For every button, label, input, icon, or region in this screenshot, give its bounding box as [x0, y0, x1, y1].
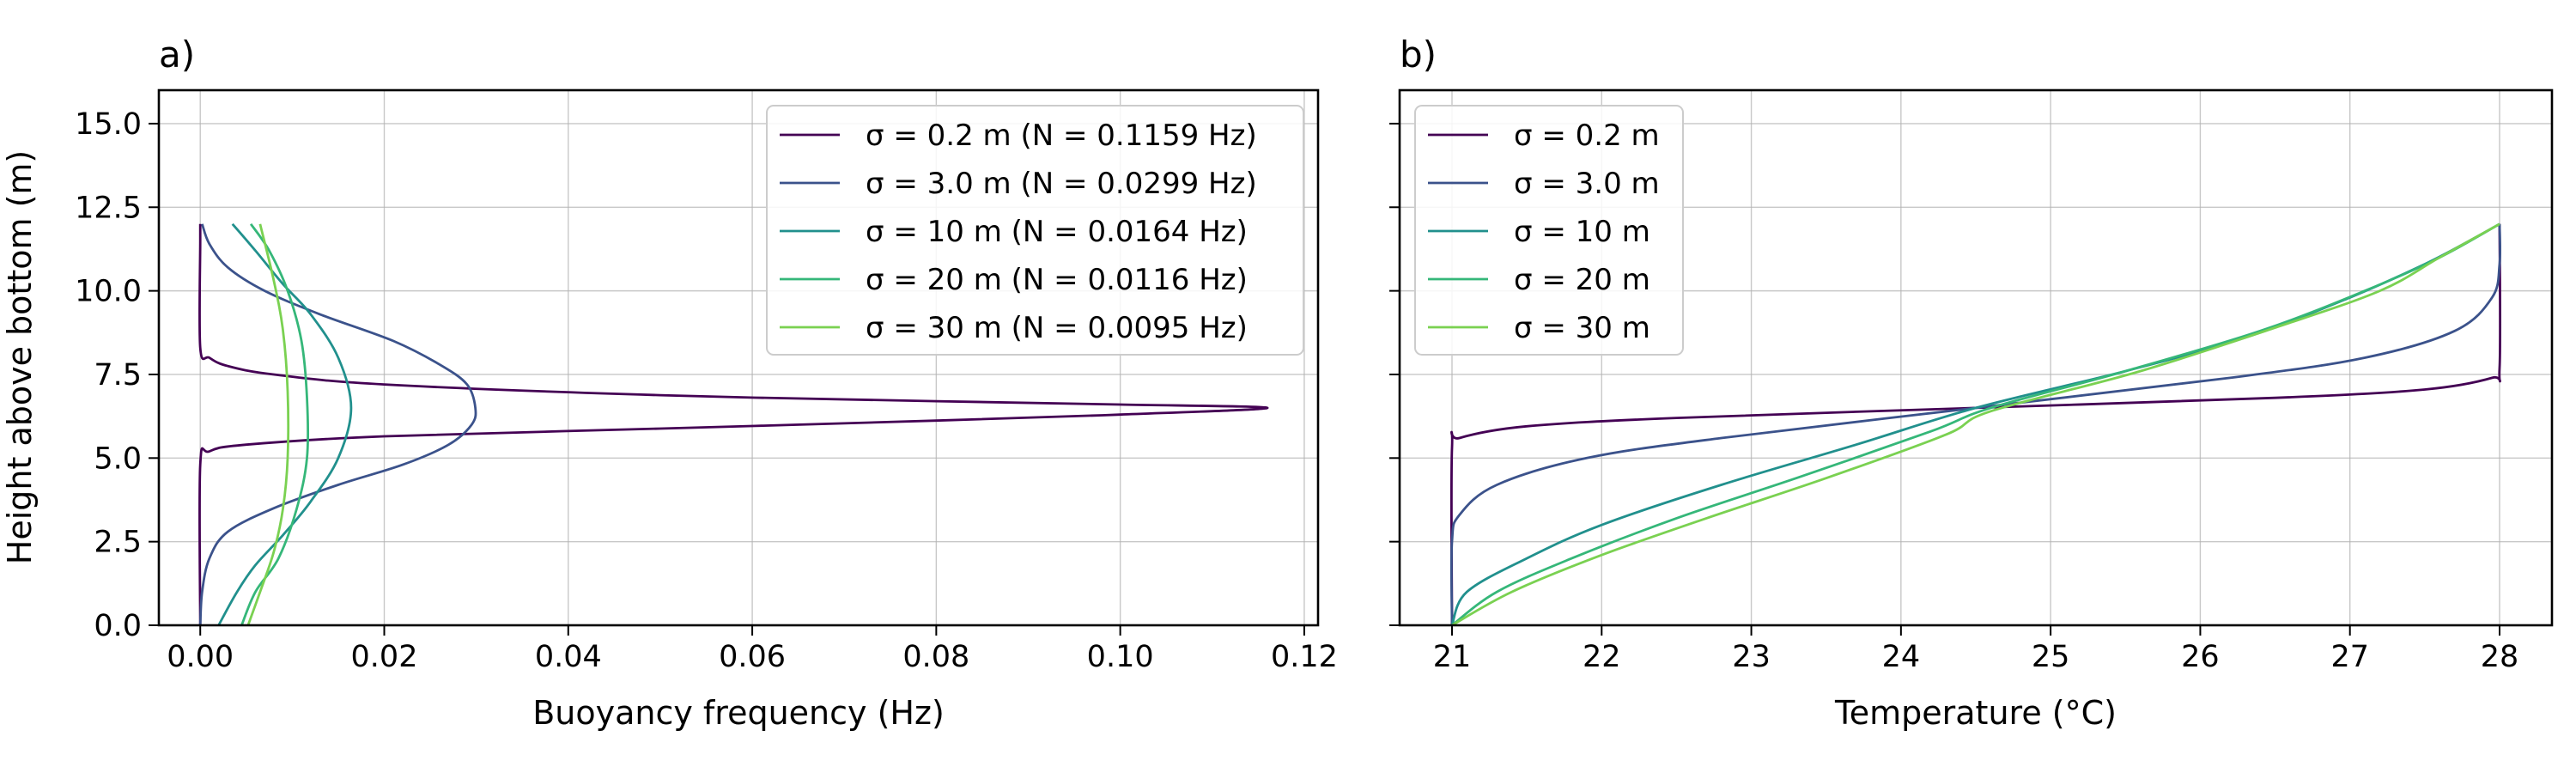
- x-tick-label: 0.08: [902, 640, 969, 674]
- legend-label-2: σ = 3.0 m: [1514, 167, 1660, 201]
- y-tick-label: 5.0: [94, 441, 142, 476]
- panel-a-x-ticks: 0.00 0.02 0.04 0.06 0.08 0.10 0.12: [167, 625, 1338, 674]
- legend-label-1: σ = 0.2 m: [1514, 119, 1660, 153]
- panel-a-series: [198, 222, 1269, 626]
- y-tick-label: 0.0: [94, 609, 142, 643]
- series-line-5: [246, 223, 290, 626]
- panel-b-x-axis-label: Temperature (°C): [1834, 694, 2117, 732]
- panel-b-frame: [1398, 88, 2554, 627]
- panel-a-legend-items: σ = 0.2 m (N = 0.1159 Hz) σ = 3.0 m (N = …: [780, 119, 1257, 345]
- y-tick-label: 15.0: [75, 107, 142, 142]
- x-tick-label: 24: [1882, 640, 1921, 674]
- legend-label-1: σ = 0.2 m (N = 0.1159 Hz): [866, 119, 1257, 153]
- y-tick-label: 10.0: [75, 275, 142, 309]
- panel-b-x-ticks: 21 22 23 24 25 26 27 28: [1433, 625, 2519, 674]
- panel-b-y-ticks: [1389, 122, 1400, 626]
- x-tick-label: 0.04: [535, 640, 602, 674]
- panel-b-legend-frame: [1414, 105, 1684, 356]
- x-tick-label: 0.06: [719, 640, 786, 674]
- x-tick-label: 28: [2481, 640, 2519, 674]
- panel-b-legend: σ = 0.2 m σ = 3.0 m σ = 10 m σ = 20 m σ = 30…: [1414, 105, 1684, 356]
- panel-a-y-axis-label: Height above bottom (m): [1, 150, 39, 564]
- x-tick-label: 25: [2032, 640, 2070, 674]
- series-line-4: [1451, 222, 2500, 627]
- x-tick-label: 26: [2181, 640, 2220, 674]
- x-tick-label: 21: [1433, 640, 1472, 674]
- series-line-2: [198, 223, 477, 626]
- x-tick-label: 0.10: [1087, 640, 1154, 674]
- legend-label-3: σ = 10 m (N = 0.0164 Hz): [866, 215, 1248, 249]
- panel-b-label: b): [1400, 33, 1437, 76]
- series-line-4: [240, 222, 310, 626]
- panel-b-series: [1449, 222, 2502, 627]
- panel-a-y-ticks: 0.0 2.5 5.0 7.5 10.0 12.5 15.0: [75, 107, 159, 643]
- y-tick-label: 2.5: [94, 526, 142, 560]
- x-tick-label: 22: [1583, 640, 1621, 674]
- legend-label-5: σ = 30 m: [1514, 311, 1650, 345]
- y-tick-label: 7.5: [94, 358, 142, 393]
- panel-a-legend: σ = 0.2 m (N = 0.1159 Hz) σ = 3.0 m (N = …: [766, 105, 1304, 356]
- legend-label-4: σ = 20 m: [1514, 263, 1650, 297]
- legend-label-4: σ = 20 m (N = 0.0116 Hz): [866, 263, 1248, 297]
- panel-a-legend-frame: [766, 105, 1304, 356]
- series-line-5: [1451, 222, 2500, 627]
- panel-a-x-axis-label: Buoyancy frequency (Hz): [532, 694, 945, 732]
- panel-b-temperature: b) 21 22 23 24 25 26 27 28 Temperature (°C) σ =…: [1389, 33, 2554, 732]
- panel-a-frame: [157, 88, 1320, 627]
- x-tick-label: 0.12: [1271, 640, 1338, 674]
- legend-label-3: σ = 10 m: [1514, 215, 1650, 249]
- y-tick-label: 12.5: [75, 191, 142, 225]
- panel-a-buoyancy-frequency: a) 0.00 0.02 0.04 0.06 0.08 0.10 0.12 0.0 2.5 5.…: [1, 33, 1338, 732]
- panel-b-legend-items: σ = 0.2 m σ = 3.0 m σ = 10 m σ = 20 m σ = 30…: [1428, 119, 1660, 345]
- series-line-1: [198, 223, 1269, 626]
- legend-label-5: σ = 30 m (N = 0.0095 Hz): [866, 311, 1248, 345]
- x-tick-label: 23: [1732, 640, 1771, 674]
- legend-label-2: σ = 3.0 m (N = 0.0299 Hz): [866, 167, 1257, 201]
- x-tick-label: 0.02: [351, 640, 418, 674]
- panel-a-label: a): [159, 33, 195, 76]
- series-line-3: [217, 222, 353, 626]
- x-tick-label: 27: [2330, 640, 2369, 674]
- x-tick-label: 0.00: [167, 640, 234, 674]
